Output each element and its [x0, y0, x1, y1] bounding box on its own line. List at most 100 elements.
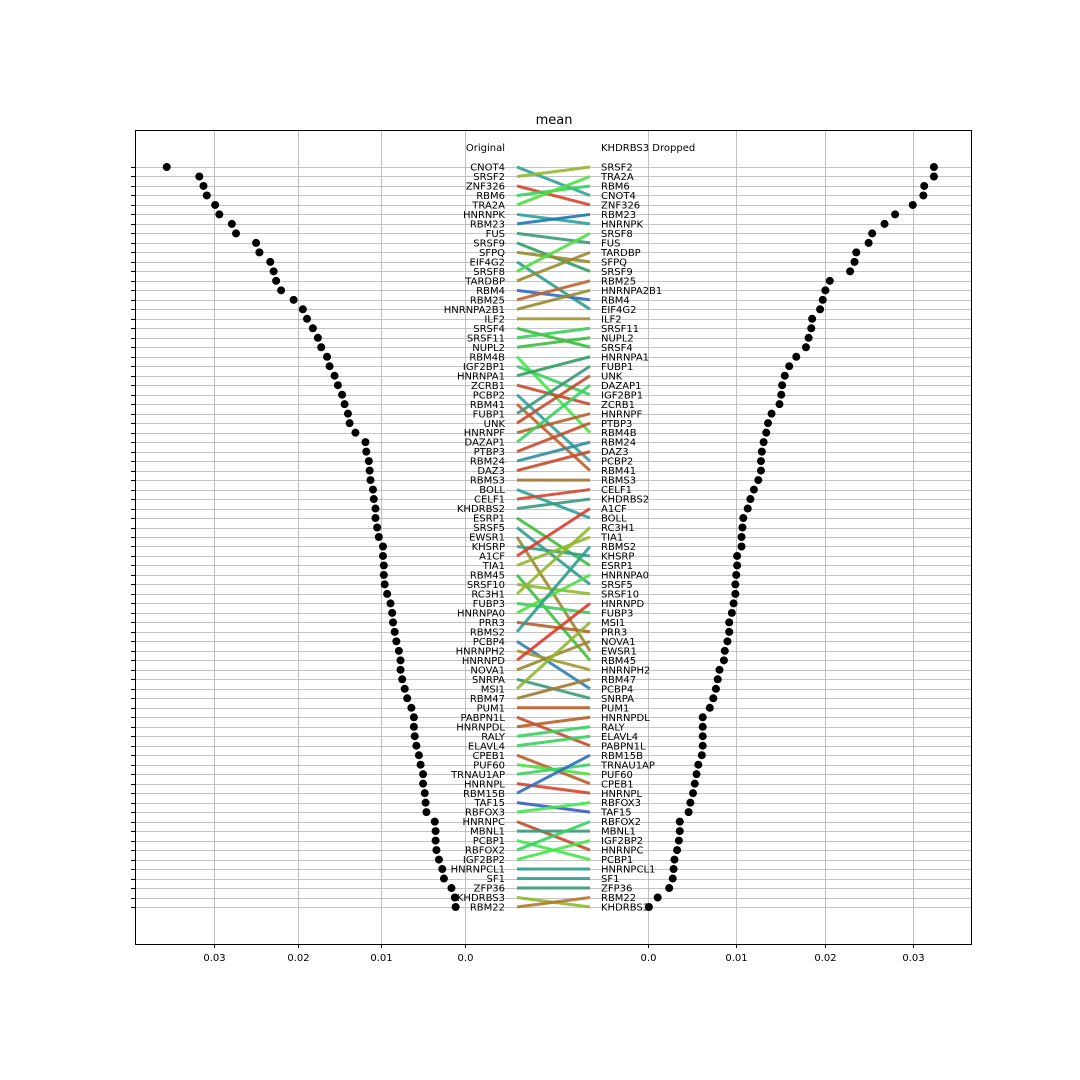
dropped-value-dot — [698, 732, 707, 741]
dropped-value-dot — [792, 352, 801, 361]
rank-line-khdrbs2 — [516, 497, 591, 511]
dropped-value-dot — [732, 570, 741, 579]
original-gene-label: ELAVL4 — [468, 741, 505, 752]
original-value-dot — [232, 229, 241, 238]
rank-line-hnrnpdl — [516, 715, 591, 729]
dropped-value-dot — [777, 390, 786, 399]
original-value-dot — [379, 570, 388, 579]
dropped-gene-label: HNRNPH2 — [601, 665, 650, 676]
dropped-value-dot — [778, 381, 787, 390]
rank-line-trnau1ap — [516, 763, 591, 776]
dropped-value-dot — [709, 694, 718, 703]
rank-lines — [515, 165, 592, 909]
original-gene-label: HNRNPA0 — [457, 608, 505, 619]
original-gene-label: HNRNPA2B1 — [444, 305, 505, 316]
dropped-value-dot — [725, 618, 734, 627]
original-gene-label: PUF60 — [473, 760, 505, 771]
dropped-gene-label: HNRNPK — [601, 220, 643, 231]
original-value-dot — [162, 163, 171, 171]
original-gene-label: FUBP3 — [473, 599, 505, 610]
dropped-gene-label: SRSF8 — [601, 229, 633, 240]
dropped-value-dot — [713, 675, 722, 684]
original-value-dot — [409, 713, 418, 722]
original-gene-label: SRSF10 — [467, 580, 505, 591]
dropped-value-dot — [891, 210, 900, 219]
dropped-gene-label: TRNAU1AP — [600, 760, 655, 771]
original-value-dot — [365, 466, 374, 475]
original-gene-label: HNRNPA1 — [457, 371, 505, 382]
original-value-dot — [378, 551, 387, 560]
dropped-value-dot — [850, 257, 859, 266]
dropped-value-dot — [689, 789, 698, 798]
original-value-dot — [407, 703, 416, 712]
rank-line-rbm25 — [516, 279, 591, 302]
dropped-value-dot — [852, 248, 861, 257]
original-value-dot — [266, 257, 275, 266]
rank-line-hnrnpa1 — [516, 355, 591, 378]
dropped-value-dot — [754, 476, 763, 485]
original-gene-label: KHSRP — [472, 542, 505, 553]
dropped-gene-label: ZFP36 — [601, 884, 632, 895]
original-value-dot — [269, 267, 278, 276]
original-gene-label: RBM4B — [469, 352, 505, 363]
rank-line-hnrnpa0 — [516, 573, 591, 615]
dropped-gene-label: HNRNPC — [601, 846, 643, 857]
rank-line-celf1 — [516, 488, 591, 501]
original-value-dot — [431, 827, 440, 836]
original-gene-label: HNRNPF — [464, 428, 505, 439]
dropped-value-dot — [864, 238, 873, 247]
dropped-value-dot — [727, 608, 736, 617]
dropped-value-dot — [807, 324, 816, 333]
dropped-gene-label: FUBP1 — [601, 362, 633, 373]
original-gene-label: HNRNPH2 — [456, 646, 505, 657]
original-value-dot — [438, 865, 447, 874]
left-x-tick-label: 0.0 — [458, 953, 474, 964]
original-gene-label: RBM22 — [470, 903, 505, 914]
original-gene-label: SRSF9 — [473, 238, 505, 249]
dropped-value-dot — [670, 855, 679, 864]
original-gene-label: HNRNPK — [463, 210, 505, 221]
rank-line-tardbp — [516, 250, 591, 283]
original-value-dot — [434, 855, 443, 864]
dropped-value-dot — [725, 627, 734, 636]
original-value-dot — [298, 305, 307, 314]
dropped-gene-label: FUBP3 — [601, 608, 633, 619]
dropped-value-dot — [756, 466, 765, 475]
original-value-dot — [389, 618, 398, 627]
original-value-dot — [398, 675, 407, 684]
dropped-value-dot — [825, 276, 834, 285]
dropped-gene-label: PTBP3 — [601, 419, 632, 430]
original-gene-label: RBFOX3 — [465, 808, 505, 819]
rank-line-prr3 — [516, 620, 591, 634]
dropped-gene-label: PRR3 — [601, 627, 627, 638]
original-value-dot — [386, 599, 395, 608]
dropped-gene-label: PABPN1L — [601, 741, 646, 752]
axis-ticks: 0.03 0.02 0.01 0.0 0.0 0.01 0.02 0.03 — [131, 167, 925, 964]
dropped-gene-label: EIF4G2 — [601, 305, 637, 316]
dropped-value-dot — [920, 181, 929, 190]
rank-line-rbfox3 — [516, 801, 591, 814]
original-gene-label: PCBP4 — [473, 637, 505, 648]
dropped-value-dot — [929, 172, 938, 181]
original-gene-label: RBM41 — [470, 400, 505, 411]
dropped-value-dot — [675, 827, 684, 836]
dropped-value-dot — [644, 903, 653, 911]
original-value-dot — [380, 580, 389, 589]
original-value-dot — [323, 352, 332, 361]
dropped-gene-label: NUPL2 — [601, 333, 634, 344]
original-gene-label: PABPN1L — [460, 713, 505, 724]
original-gene-label: RBM4 — [476, 286, 505, 297]
rank-line-raly — [516, 725, 591, 738]
dropped-gene-label: RBFOX3 — [601, 798, 641, 809]
original-value-dot — [272, 276, 281, 285]
original-value-dot — [394, 646, 403, 655]
dropped-value-dot — [733, 561, 742, 570]
dropped-gene-label: A1CF — [601, 504, 627, 515]
original-gene-label: SFPQ — [479, 248, 505, 259]
dropped-value-dot — [738, 523, 747, 532]
original-gene-label: MBNL1 — [470, 827, 505, 838]
original-value-dot — [396, 665, 405, 674]
original-value-dot — [409, 722, 418, 731]
dropped-value-dot — [723, 637, 732, 646]
dropped-gene-label: TRA2A — [600, 172, 634, 183]
